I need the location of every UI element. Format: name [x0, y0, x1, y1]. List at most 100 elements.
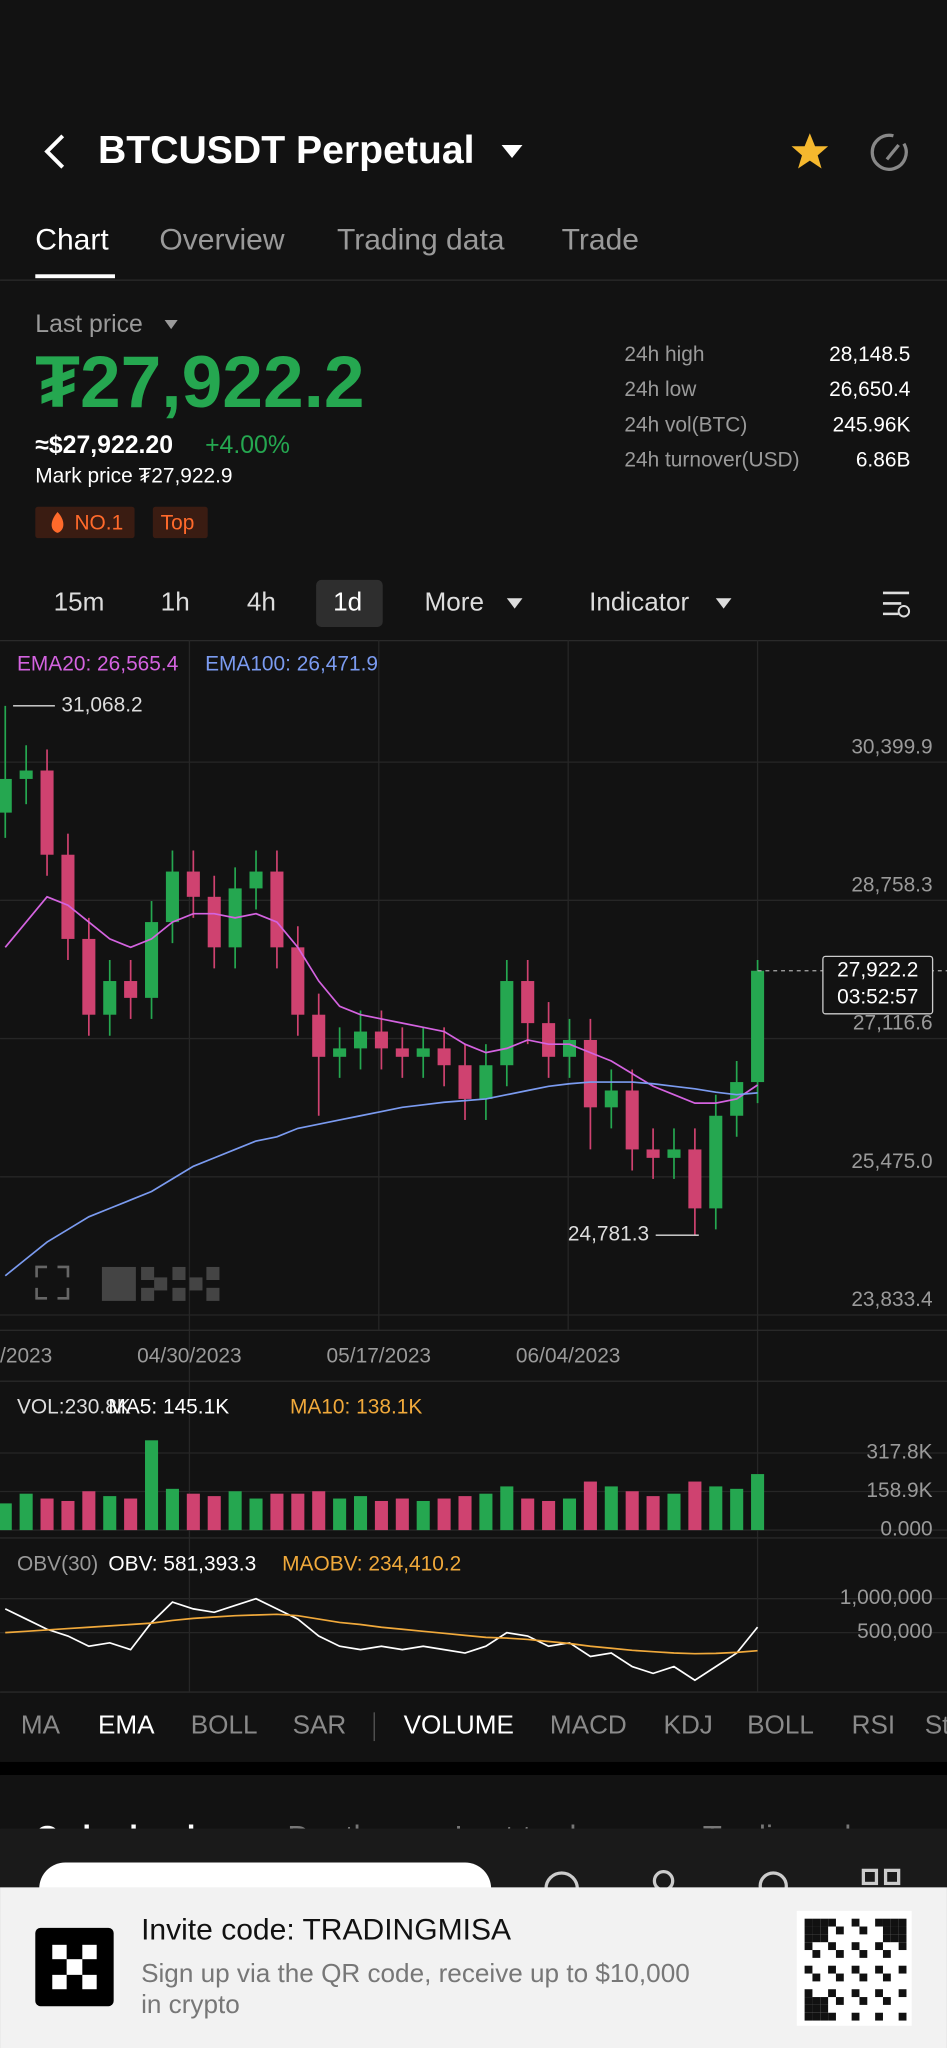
indicator-button[interactable]: Indicator — [589, 586, 689, 616]
favorite-star[interactable] — [791, 133, 829, 169]
candle-body — [583, 1039, 597, 1108]
qr-cell — [828, 1989, 836, 1998]
qr-cell — [804, 1989, 813, 1998]
qr-cell — [804, 1942, 813, 1951]
volume-label: MA5: 145.1K — [108, 1396, 229, 1419]
last-price: ₮27,922.2 — [35, 342, 364, 423]
qr-cell — [859, 1926, 868, 1935]
indicator-tab: BOLL — [747, 1710, 814, 1740]
volume-bar — [395, 1498, 409, 1531]
tab[interactable]: Overview — [159, 224, 284, 257]
refresh-hand — [885, 143, 900, 161]
x-tick-label: /2023 — [0, 1345, 52, 1368]
y-tick-label: 27,116.6 — [853, 1012, 933, 1035]
candle-body — [124, 981, 138, 998]
candle-body — [40, 770, 54, 855]
divider — [0, 1537, 947, 1539]
nav-icon — [883, 1868, 901, 1886]
volume-bar — [667, 1493, 681, 1531]
interval[interactable]: 15m — [54, 586, 105, 616]
candle-body — [270, 871, 284, 948]
interval[interactable]: 1h — [161, 586, 190, 616]
qr-cell — [820, 1918, 829, 1927]
indicator-tab: MA — [21, 1710, 61, 1740]
legend-entry: MAOBV: 234,410.2 — [282, 1552, 461, 1575]
qr-cell — [882, 1950, 891, 1958]
banner-text: in crypto — [141, 1989, 240, 2019]
flame-icon — [51, 512, 64, 533]
volume-bar — [688, 1481, 702, 1531]
candle-body — [751, 970, 765, 1083]
banner — [0, 1887, 947, 2048]
volume-bar — [124, 1498, 138, 1531]
qr-cell — [851, 1918, 860, 1927]
qr-cell — [820, 2012, 829, 2021]
qr-cell — [812, 1934, 821, 1943]
candle-body — [333, 1048, 347, 1057]
qr-cell — [804, 1918, 813, 1927]
candle-body — [103, 981, 117, 1015]
settings-icon[interactable] — [882, 591, 910, 616]
qr-cell — [851, 2012, 860, 2021]
qr-cell — [812, 2004, 821, 2013]
candle-body — [61, 854, 75, 939]
qr-cell — [812, 2012, 821, 2021]
qr-cell — [898, 1989, 907, 1998]
candle-body — [709, 1115, 723, 1209]
volume-bar — [249, 1498, 263, 1531]
qr-cell — [804, 2004, 813, 2013]
y-tick-label: 0.000 — [880, 1518, 932, 1541]
indicator-line — [5, 1613, 758, 1655]
y-tick-label: 317.8K — [866, 1440, 932, 1463]
change: +4.00% — [205, 432, 290, 459]
qr-cell — [882, 1918, 891, 1927]
stat-label: 24h high — [624, 343, 704, 366]
candle-body — [416, 1048, 430, 1057]
stat-label: 24h turnover(USD) — [624, 449, 799, 472]
qr-cell — [804, 1997, 813, 2005]
y-tick-label: 28,758.3 — [851, 873, 932, 896]
interval[interactable]: 1d — [333, 586, 362, 616]
candle-body — [19, 770, 33, 779]
last-price-tag: 27,922.2 — [837, 958, 918, 981]
qr-cell — [875, 2012, 883, 2021]
nav-icon[interactable] — [861, 1868, 879, 1886]
interval[interactable]: 4h — [247, 586, 276, 616]
title-dropdown[interactable] — [501, 144, 523, 159]
volume-bar — [270, 1493, 284, 1531]
volume-bar — [82, 1491, 96, 1531]
last-price-label[interactable]: Last price — [35, 311, 143, 338]
qr-cell — [828, 1942, 836, 1951]
candle-body — [479, 1065, 493, 1099]
tab[interactable]: Trade — [562, 224, 639, 257]
qr-cell — [898, 1965, 907, 1974]
y-tick-label: 158.9K — [866, 1479, 932, 1502]
qr-cell — [812, 1973, 821, 1982]
qr-cell — [875, 1965, 883, 1974]
candle-body — [207, 896, 221, 948]
qr-cell — [804, 1965, 813, 1974]
interval[interactable]: More — [425, 586, 485, 616]
indicator-tab: EMA — [98, 1710, 155, 1740]
tab-underline — [35, 274, 115, 279]
indicator-tab: BOLL — [191, 1710, 258, 1740]
qr-cell — [898, 1918, 907, 1927]
tab[interactable]: Trading data — [337, 224, 505, 257]
qr-cell — [859, 1997, 868, 2005]
fullscreen-icon[interactable] — [35, 1265, 70, 1300]
volume-bar — [207, 1496, 221, 1531]
volume-bar — [500, 1486, 514, 1531]
back-button[interactable] — [44, 134, 65, 169]
legend-entry: OBV: 581,393.3 — [108, 1552, 256, 1575]
qr-cell — [835, 1997, 844, 2005]
qr-cell — [898, 2012, 907, 2021]
badge — [152, 506, 208, 539]
volume-label: MA10: 138.1K — [290, 1396, 422, 1419]
volume-bar — [625, 1491, 639, 1531]
tab[interactable]: Chart — [35, 224, 109, 257]
qr-cell — [828, 1918, 836, 1927]
refresh-icon[interactable] — [870, 133, 908, 171]
volume-bar — [61, 1500, 75, 1531]
candle-body — [542, 1023, 556, 1057]
